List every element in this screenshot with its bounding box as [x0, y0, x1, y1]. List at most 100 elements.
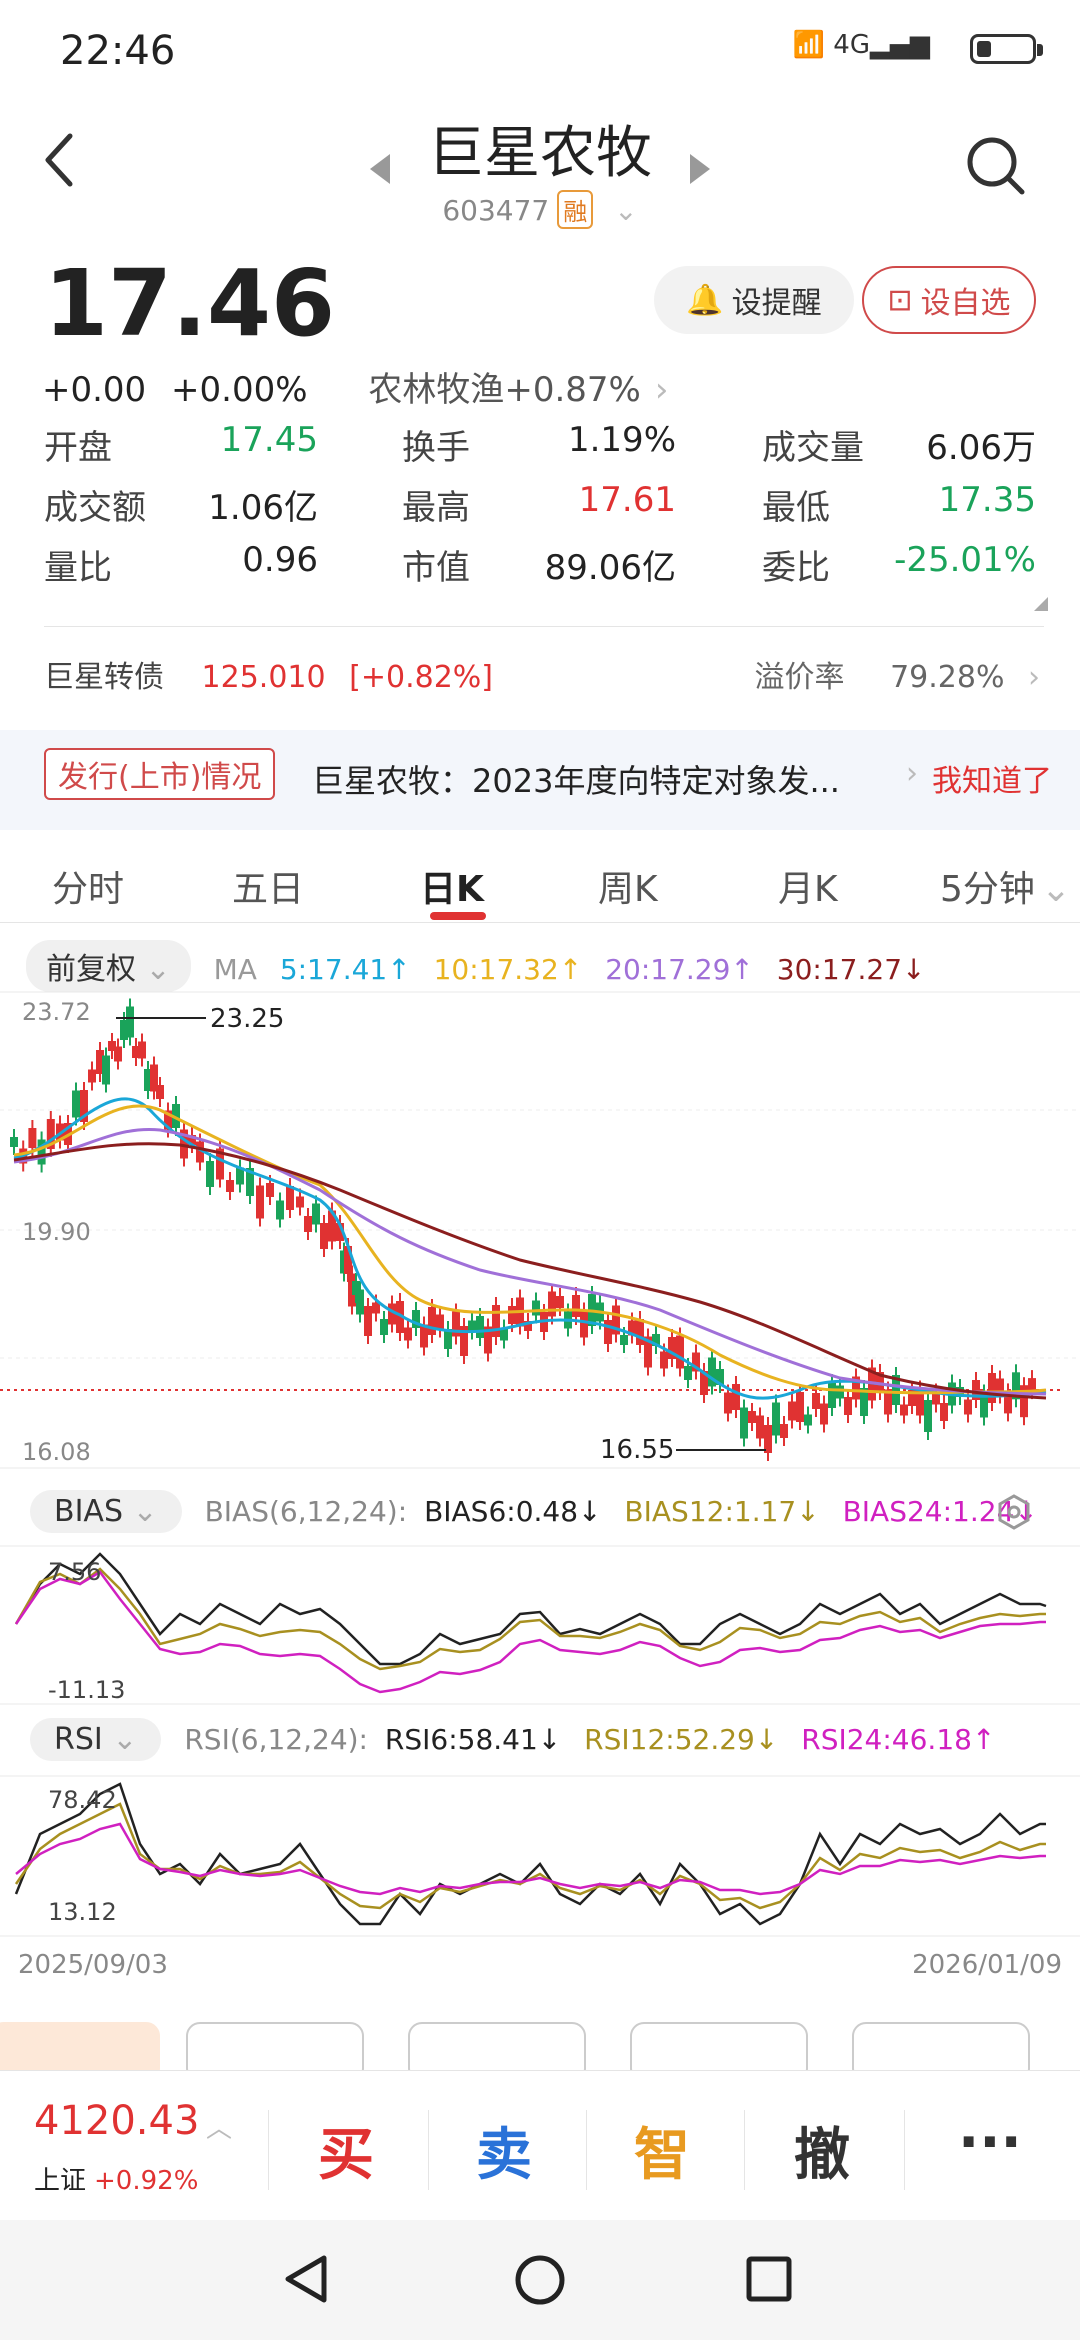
tab-five-day[interactable]: 五日: [232, 869, 305, 910]
notice-text[interactable]: 巨星农牧：2023年度向特定对象发...: [312, 762, 840, 800]
tab-monthly-k[interactable]: 月K: [778, 869, 838, 910]
rsi-axis-bottom: 13.12: [48, 1898, 117, 1926]
candle-body: [916, 1388, 924, 1416]
index-name[interactable]: 上证 +0.92%: [34, 2160, 198, 2197]
quote-label: 最高: [402, 488, 470, 528]
back-button[interactable]: [40, 130, 80, 194]
smart-button[interactable]: 智: [634, 2123, 690, 2188]
more-button[interactable]: ···: [958, 2110, 1022, 2175]
candle-body: [304, 1216, 312, 1232]
add-favorite-button[interactable]: ⊡ 设自选: [862, 266, 1036, 334]
strategy-chip[interactable]: [630, 2022, 808, 2070]
quote-label: 委比: [762, 548, 830, 588]
candle-body: [620, 1335, 628, 1345]
candle-body: [144, 1069, 152, 1091]
separator: [268, 2110, 269, 2190]
bias-selector[interactable]: BIAS ⌄: [30, 1490, 182, 1533]
candle-body: [788, 1401, 796, 1421]
candle-body: [108, 1041, 116, 1051]
tab-intraday[interactable]: 分时: [52, 869, 125, 910]
prev-stock-icon[interactable]: [368, 152, 392, 190]
search-icon[interactable]: [964, 134, 1028, 202]
candle-body: [492, 1305, 500, 1337]
industry-link[interactable]: 农林牧渔+0.87% ›: [368, 370, 668, 410]
candle-body: [266, 1183, 274, 1197]
candle-body: [364, 1306, 372, 1336]
expand-corner-icon[interactable]: [1034, 596, 1048, 615]
chevron-up-icon: ︿: [206, 2114, 233, 2144]
buy-button[interactable]: 买: [318, 2123, 374, 2188]
candle-body: [684, 1366, 692, 1380]
chevron-down-icon: ⌄: [132, 1494, 158, 1529]
low-marker: 16.55: [600, 1435, 674, 1465]
ma-label: MA: [213, 953, 257, 986]
next-stock-icon[interactable]: [688, 152, 712, 190]
candle-body: [796, 1392, 804, 1422]
divider: [0, 922, 1080, 923]
candle-body: [628, 1320, 636, 1336]
candle-body: [860, 1388, 868, 1416]
strategy-chip[interactable]: [408, 2022, 586, 2070]
candle-body: [436, 1314, 444, 1330]
set-alert-button[interactable]: 🔔 设提醒: [654, 266, 854, 334]
strategy-chip[interactable]: [852, 2022, 1030, 2070]
candle-body: [924, 1400, 932, 1432]
stock-title: 巨星农牧: [428, 121, 652, 186]
candle-body: [96, 1050, 104, 1074]
candle-body: [276, 1200, 284, 1220]
bias-chart[interactable]: 7.56 -11.13: [0, 1544, 1080, 1706]
strategy-chip[interactable]: [186, 2022, 364, 2070]
nav-recents-icon[interactable]: [746, 2256, 792, 2306]
rsi-selector[interactable]: RSI ⌄: [30, 1718, 162, 1761]
index-value[interactable]: 4120.43: [34, 2098, 200, 2144]
bias-axis-top: 7.56: [48, 1558, 101, 1586]
separator: [744, 2110, 745, 2190]
kline-chart[interactable]: 23.72 19.90 16.08 23.25 16.55: [0, 990, 1080, 1470]
candle-body: [892, 1375, 900, 1405]
candle-body: [80, 1090, 88, 1122]
ma5-value: 5:17.41↑: [279, 953, 411, 986]
add-favorite-label: 设自选: [920, 286, 1011, 321]
quote-value: 1.06亿: [208, 488, 318, 528]
notice-tag[interactable]: 发行(上市)情况: [44, 748, 276, 800]
chevron-down-icon: ⌄: [614, 194, 638, 227]
rsi-chart[interactable]: 78.42 13.12: [0, 1774, 1080, 1938]
adjust-selector[interactable]: 前复权 ⌄: [26, 940, 191, 992]
premium-rate[interactable]: 溢价率 79.28% ›: [755, 652, 1040, 696]
nav-home-icon[interactable]: [514, 2254, 566, 2310]
tab-5min[interactable]: 5分钟 ⌄: [940, 860, 1071, 912]
settings-hex-icon[interactable]: [996, 1494, 1032, 1534]
candle-body: [216, 1148, 224, 1180]
quote-value: 89.06亿: [544, 548, 676, 588]
sell-button[interactable]: 卖: [476, 2123, 532, 2188]
y-axis-min: 16.08: [22, 1438, 91, 1466]
candle-body: [764, 1425, 772, 1453]
candle-body: [180, 1129, 188, 1159]
convertible-bond-row[interactable]: 巨星转债 125.010 [+0.82%]: [44, 652, 493, 696]
high-marker: 23.25: [210, 1004, 284, 1034]
candle-body: [988, 1373, 996, 1403]
tab-weekly-k[interactable]: 周K: [598, 869, 658, 910]
candle-body: [452, 1311, 460, 1337]
strategy-chip[interactable]: [0, 2022, 160, 2070]
industry-pct: +0.87%: [504, 370, 641, 410]
bias-name: BIAS: [54, 1494, 123, 1529]
nav-back-icon[interactable]: [282, 2254, 332, 2308]
rsi24-value: RSI24:46.18↑: [801, 1723, 996, 1756]
candle-body: [28, 1128, 37, 1148]
candle-body: [428, 1307, 436, 1335]
cb-value: 125.010: [201, 660, 326, 695]
cancel-order-button[interactable]: 撤: [794, 2123, 850, 2188]
candle-body: [812, 1393, 820, 1409]
quote-label: 市值: [402, 548, 470, 588]
candle-body: [820, 1403, 828, 1425]
candle-body: [246, 1168, 254, 1196]
date-start: 2025/09/03: [18, 1950, 168, 1980]
candle-body: [876, 1372, 884, 1392]
notice-ack-button[interactable]: 我知道了: [932, 764, 1052, 799]
quote-value: 17.35: [938, 480, 1036, 520]
tab-daily-k[interactable]: 日K: [420, 869, 484, 910]
strategy-strip: [0, 2000, 1080, 2070]
tab-5min-label: 5分钟: [940, 869, 1035, 910]
candle-body: [156, 1085, 164, 1099]
